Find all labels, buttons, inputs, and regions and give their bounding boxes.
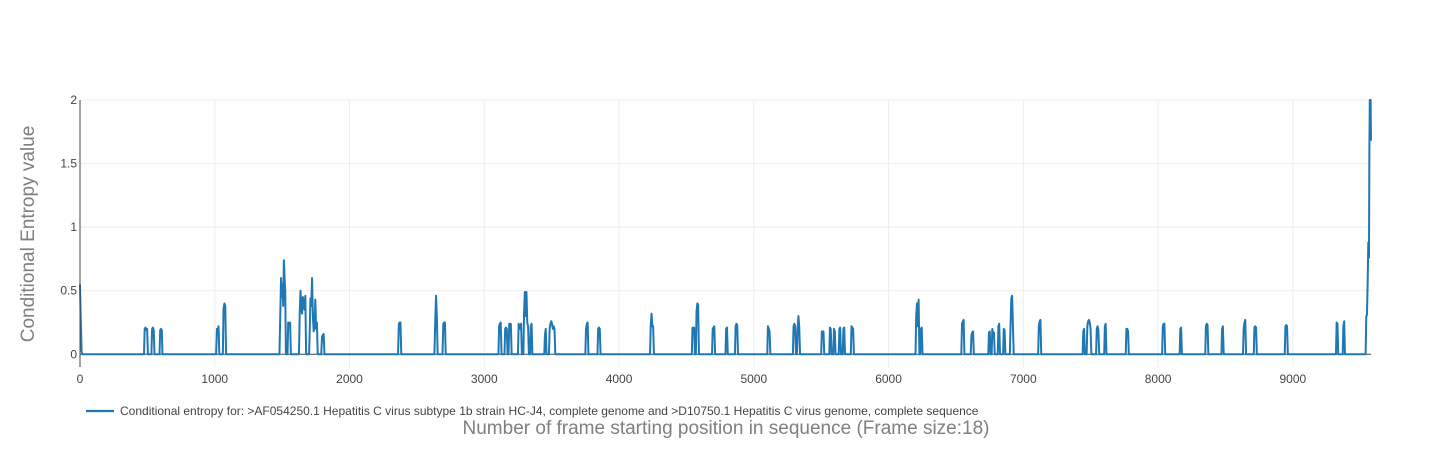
x-tick-label: 4000 — [606, 372, 633, 386]
x-tick-label: 3000 — [471, 372, 498, 386]
y-tick-label: 1 — [70, 220, 77, 234]
tick-layer: 0 1000 2000 3000 4000 5000 6000 7000 8000 9000 0 0.… — [60, 93, 1306, 386]
x-tick-label: 0 — [77, 372, 84, 386]
x-tick-label: 8000 — [1145, 372, 1172, 386]
series-layer — [79, 99, 1372, 356]
y-tick-label: 0.5 — [60, 284, 77, 298]
y-tick-label: 1.5 — [60, 157, 77, 171]
y-tick-label: 2 — [70, 93, 77, 107]
y-axis-title: Conditional Entropy value — [18, 126, 39, 343]
x-tick-label: 6000 — [875, 372, 902, 386]
legend: Conditional entropy for: >AF054250.1 Hep… — [86, 404, 979, 418]
grid-layer — [80, 99, 1371, 367]
y-tick-label: 0 — [70, 347, 77, 361]
x-axis-title: Number of frame starting position in seq… — [463, 418, 990, 439]
x-tick-label: 2000 — [336, 372, 363, 386]
x-tick-label: 7000 — [1010, 372, 1037, 386]
legend-label: Conditional entropy for: >AF054250.1 Hep… — [120, 404, 979, 418]
series-line — [79, 99, 1372, 356]
x-tick-label: 1000 — [201, 372, 228, 386]
x-tick-label: 5000 — [740, 372, 767, 386]
x-tick-label: 9000 — [1279, 372, 1306, 386]
